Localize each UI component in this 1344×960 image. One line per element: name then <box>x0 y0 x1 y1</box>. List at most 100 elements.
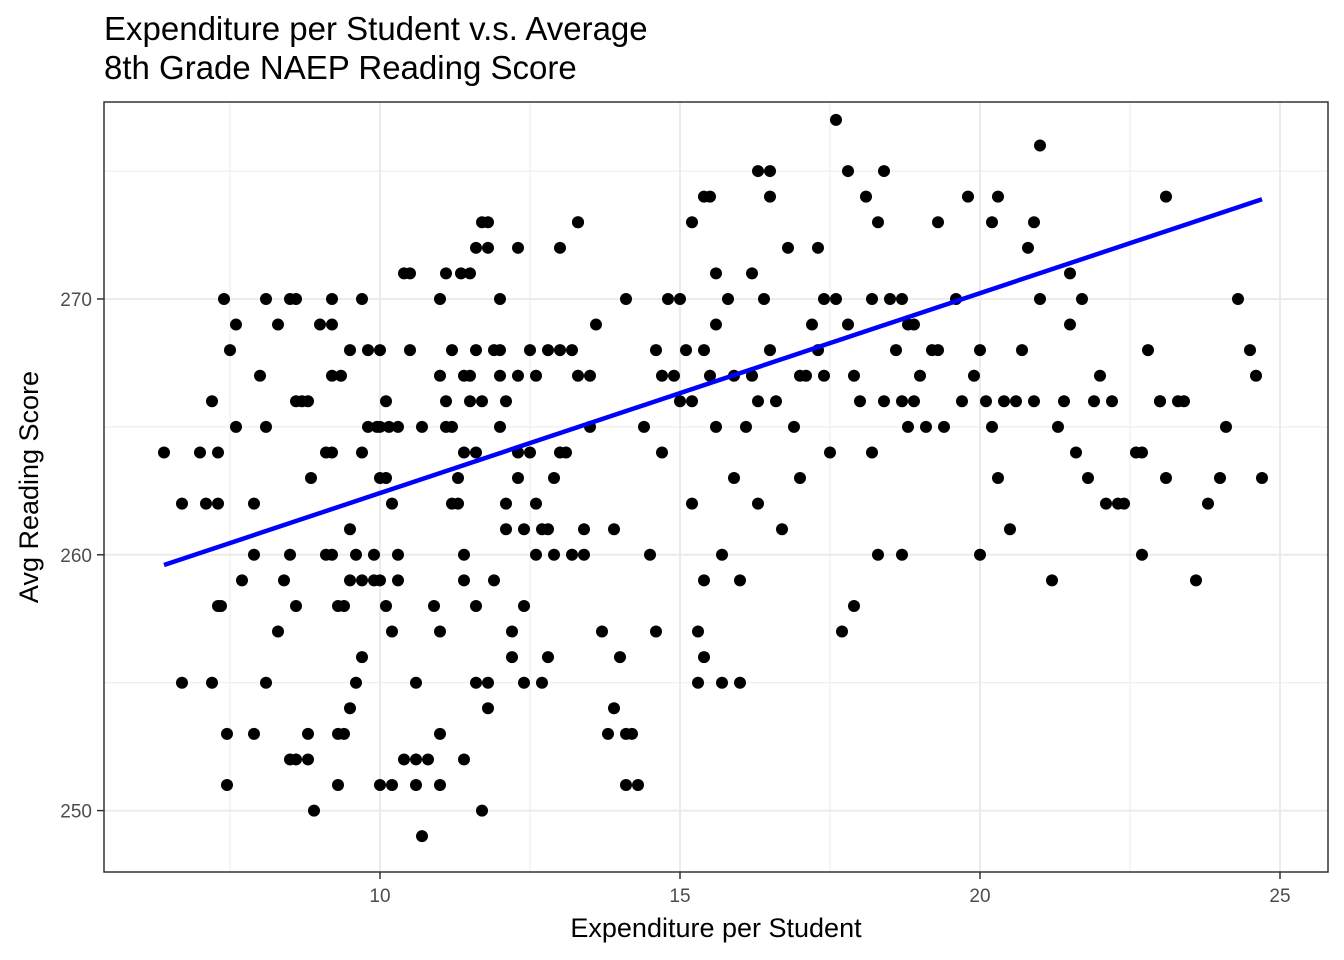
data-point <box>632 779 644 792</box>
data-point <box>596 625 608 638</box>
data-point <box>1016 344 1028 357</box>
x-tick-label: 10 <box>369 886 390 907</box>
data-point <box>584 369 596 382</box>
data-point <box>230 318 242 331</box>
data-point <box>968 369 980 382</box>
data-point <box>206 676 218 689</box>
data-point <box>260 676 272 689</box>
data-point <box>866 446 878 459</box>
data-point <box>878 165 890 178</box>
x-axis-ticks: 10 15 20 25 <box>369 872 1291 907</box>
data-point <box>356 574 368 587</box>
data-point <box>434 292 446 305</box>
data-point <box>1160 472 1172 485</box>
data-point <box>536 676 548 689</box>
data-point <box>362 420 374 433</box>
data-point <box>848 599 860 612</box>
x-axis-title: Expenditure per Student <box>570 913 862 943</box>
data-point <box>434 369 446 382</box>
data-point <box>848 369 860 382</box>
data-point <box>992 472 1004 485</box>
data-point <box>476 804 488 817</box>
data-point <box>434 625 446 638</box>
data-point <box>854 395 866 408</box>
data-point <box>434 727 446 740</box>
data-point <box>458 548 470 561</box>
data-point <box>530 548 542 561</box>
data-point <box>896 548 908 561</box>
data-point <box>1070 446 1082 459</box>
data-point <box>500 497 512 510</box>
data-point <box>830 113 842 126</box>
data-point <box>902 420 914 433</box>
data-point <box>740 420 752 433</box>
data-point <box>878 395 890 408</box>
data-point <box>656 446 668 459</box>
data-point <box>818 292 830 305</box>
data-point <box>404 344 416 357</box>
data-point <box>344 702 356 715</box>
data-point <box>440 395 452 408</box>
data-point <box>518 523 530 536</box>
data-point <box>554 241 566 254</box>
data-point <box>590 318 602 331</box>
data-point <box>482 676 494 689</box>
data-point <box>638 420 650 433</box>
data-point <box>416 420 428 433</box>
plot-panel-background <box>104 102 1328 872</box>
data-point <box>1094 369 1106 382</box>
data-points <box>158 113 1268 843</box>
data-point <box>512 241 524 254</box>
data-point <box>494 420 506 433</box>
data-point <box>710 318 722 331</box>
data-point <box>860 190 872 203</box>
data-point <box>344 344 356 357</box>
data-point <box>992 190 1004 203</box>
data-point <box>608 702 620 715</box>
data-point <box>392 420 404 433</box>
x-tick-label: 25 <box>1269 886 1290 907</box>
data-point <box>224 344 236 357</box>
data-point <box>176 497 188 510</box>
data-point <box>272 625 284 638</box>
data-point <box>314 318 326 331</box>
data-point <box>662 292 674 305</box>
data-point <box>566 344 578 357</box>
data-point <box>746 369 758 382</box>
data-point <box>290 292 302 305</box>
data-point <box>1064 267 1076 280</box>
data-point <box>1034 139 1046 152</box>
y-tick-label: 270 <box>60 290 92 311</box>
data-point <box>326 446 338 459</box>
data-point <box>578 523 590 536</box>
data-point <box>278 574 290 587</box>
data-point <box>686 395 698 408</box>
data-point <box>752 165 764 178</box>
data-point <box>1250 369 1262 382</box>
data-point <box>158 446 170 459</box>
data-point <box>818 369 830 382</box>
data-point <box>920 420 932 433</box>
data-point <box>356 651 368 664</box>
plot-panel-border <box>103 101 1329 873</box>
data-point <box>422 753 434 766</box>
data-point <box>470 599 482 612</box>
data-point <box>1256 472 1268 485</box>
data-point <box>410 676 422 689</box>
data-point <box>668 369 680 382</box>
data-point <box>674 395 686 408</box>
data-point <box>194 446 206 459</box>
data-point <box>338 727 350 740</box>
data-point <box>1160 190 1172 203</box>
data-point <box>374 779 386 792</box>
data-point <box>842 318 854 331</box>
data-point <box>500 395 512 408</box>
data-point <box>758 292 770 305</box>
data-point <box>782 241 794 254</box>
data-point <box>380 395 392 408</box>
data-point <box>458 574 470 587</box>
data-point <box>494 292 506 305</box>
data-point <box>1154 395 1166 408</box>
data-point <box>1046 574 1058 587</box>
data-point <box>488 574 500 587</box>
